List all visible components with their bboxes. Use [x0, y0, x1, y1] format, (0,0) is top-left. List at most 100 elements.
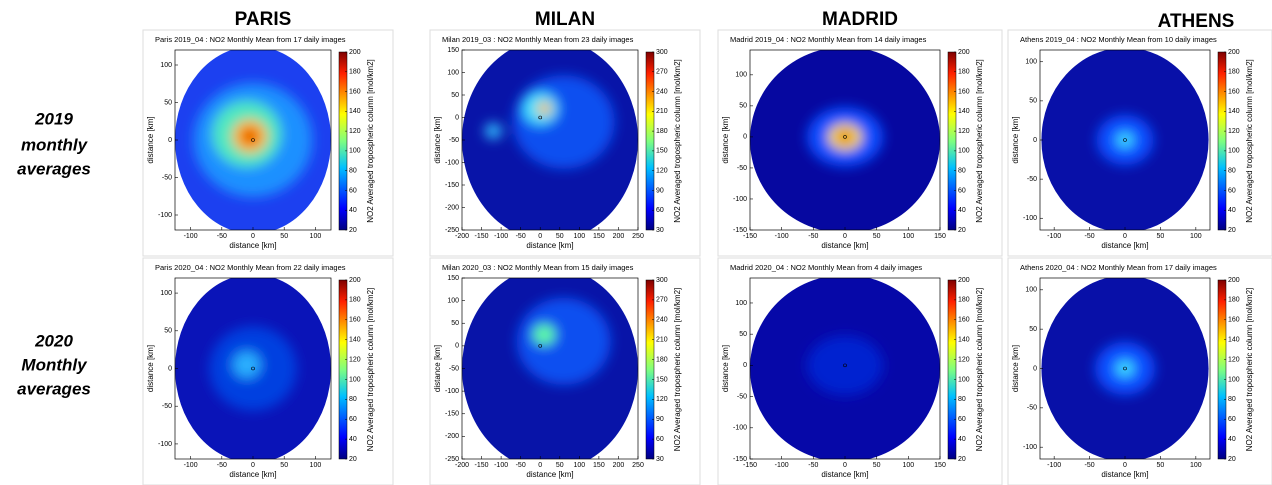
colorbar-tick-label: 160	[958, 88, 970, 95]
colorbar-tick-label: 300	[656, 277, 668, 284]
x-tick-label: 0	[843, 233, 847, 240]
city-marker	[538, 344, 543, 348]
colorbar-tick-label: 100	[1228, 376, 1240, 383]
x-axis-label: distance [km]	[1101, 241, 1148, 250]
colorbar-tick-label: 160	[1228, 88, 1240, 95]
colorbar-tick-label: 200	[349, 277, 361, 284]
y-tick-label: 50	[451, 92, 459, 99]
heatmap-blobs	[1095, 342, 1155, 395]
row-label: 2020	[34, 331, 73, 350]
colorbar	[338, 51, 348, 231]
x-tick-label: -50	[1085, 462, 1095, 469]
x-axis-label: distance [km]	[526, 241, 573, 250]
x-tick-label: -150	[475, 462, 489, 469]
heatmap-disc	[750, 278, 940, 459]
x-tick-label: 200	[613, 462, 625, 469]
colorbar	[1217, 51, 1227, 231]
heatmap-panel: Milan 2020_03 : NO2 Monthly Mean from 15…	[429, 257, 701, 485]
y-axis-label: distance [km]	[1011, 116, 1020, 163]
heatmap-blob	[516, 297, 611, 385]
x-axis-label: distance [km]	[229, 470, 276, 479]
x-tick-label: 250	[632, 233, 644, 240]
x-tick-label: 100	[310, 233, 322, 240]
colorbar-tick-label: 40	[1228, 436, 1236, 443]
colorbar-tick-label: 80	[349, 396, 357, 403]
heatmap-blob	[807, 335, 883, 396]
y-tick-label: -100	[733, 196, 747, 203]
heatmap-disc	[462, 278, 638, 459]
heatmap-panel: Milan 2019_03 : NO2 Monthly Mean from 23…	[429, 29, 701, 257]
y-tick-label: -200	[445, 433, 459, 440]
colorbar-label: NO2 Averaged tropospheric column [mol/km…	[673, 288, 682, 451]
colorbar-tick-label: 160	[349, 317, 361, 324]
y-tick-label: -150	[733, 456, 747, 463]
y-tick-label: -50	[162, 174, 172, 181]
colorbar-tick-label: 80	[1228, 168, 1236, 175]
colorbar	[947, 51, 957, 231]
heatmap-blobs	[193, 83, 313, 197]
y-tick-label: 0	[1033, 137, 1037, 144]
x-tick-label: -100	[494, 462, 508, 469]
colorbar	[645, 279, 655, 460]
colorbar-tick-label: 120	[1228, 356, 1240, 363]
x-tick-label: 150	[593, 233, 605, 240]
city-marker	[1123, 366, 1127, 371]
y-tick-label: -150	[445, 411, 459, 418]
y-tick-label: -250	[445, 227, 459, 234]
x-axis-label: distance [km]	[1101, 470, 1148, 479]
x-tick-label: -100	[184, 233, 198, 240]
colorbar-tick-label: 140	[1228, 337, 1240, 344]
y-tick-label: -50	[1027, 405, 1037, 412]
colorbar-tick-label: 80	[349, 168, 357, 175]
heatmap-disc	[1041, 50, 1209, 230]
colorbar-tick-label: 20	[349, 456, 357, 463]
colorbar-tick-label: 150	[656, 148, 668, 155]
x-tick-label: 100	[902, 462, 914, 469]
x-tick-label: -50	[217, 462, 227, 469]
y-tick-label: 100	[160, 62, 172, 69]
x-tick-label: 150	[934, 462, 946, 469]
y-tick-label: 100	[735, 72, 747, 79]
y-tick-label: 0	[743, 362, 747, 369]
y-tick-label: -100	[158, 212, 172, 219]
x-tick-label: 50	[556, 233, 564, 240]
colorbar-tick-label: 180	[656, 356, 668, 363]
colorbar-tick-label: 140	[1228, 108, 1240, 115]
colorbar-tick-label: 200	[958, 277, 970, 284]
x-tick-label: 0	[251, 233, 255, 240]
colorbar-tick-label: 200	[1228, 49, 1240, 56]
y-tick-label: 50	[164, 99, 172, 106]
x-tick-label: -100	[1047, 462, 1061, 469]
y-tick-label: 100	[1025, 59, 1037, 66]
x-tick-label: -50	[1085, 233, 1095, 240]
heatmap-panel: Madrid 2020_04 : NO2 Monthly Mean from 4…	[717, 257, 1003, 485]
x-axis-label: distance [km]	[526, 470, 573, 479]
colorbar-tick-label: 60	[656, 436, 664, 443]
colorbar-tick-label: 20	[958, 456, 966, 463]
heatmap-panel: Paris 2020_04 : NO2 Monthly Mean from 22…	[142, 257, 394, 485]
colorbar-tick-label: 200	[349, 49, 361, 56]
panel-title: Paris 2019_04 : NO2 Monthly Mean from 17…	[155, 35, 346, 44]
colorbar-tick-label: 80	[958, 168, 966, 175]
colorbar-tick-label: 270	[656, 297, 668, 304]
colorbar-tick-label: 180	[349, 297, 361, 304]
y-axis-label: distance [km]	[146, 116, 155, 163]
y-axis-label: distance [km]	[433, 345, 442, 392]
x-tick-label: 200	[613, 233, 625, 240]
y-axis-label: distance [km]	[721, 116, 730, 163]
x-tick-label: 100	[573, 462, 585, 469]
city-marker	[251, 366, 255, 371]
y-tick-label: -50	[1027, 176, 1037, 183]
y-axis-label: distance [km]	[433, 116, 442, 163]
colorbar	[645, 51, 655, 231]
heatmap-area	[1041, 50, 1209, 230]
colorbar-tick-label: 30	[656, 456, 664, 463]
colorbar-tick-label: 270	[656, 69, 668, 76]
x-tick-label: -50	[516, 462, 526, 469]
colorbar-tick-label: 180	[958, 297, 970, 304]
colorbar-tick-label: 210	[656, 108, 668, 115]
panel-title: Madrid 2020_04 : NO2 Monthly Mean from 4…	[730, 263, 922, 272]
y-tick-label: 100	[447, 69, 459, 76]
x-tick-label: 100	[573, 233, 585, 240]
heatmap-blob	[512, 75, 615, 169]
